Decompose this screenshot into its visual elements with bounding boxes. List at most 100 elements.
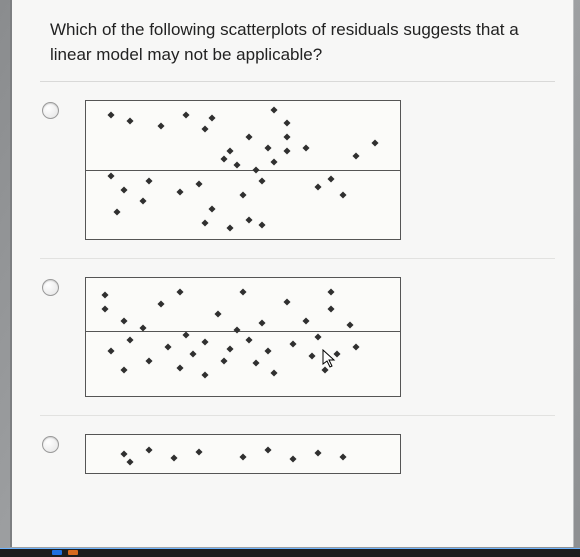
plot-b-wrap — [85, 273, 549, 401]
data-point — [340, 454, 347, 461]
data-point — [327, 289, 334, 296]
data-point — [340, 192, 347, 199]
data-point — [208, 205, 215, 212]
data-point — [258, 178, 265, 185]
data-point — [108, 112, 115, 119]
data-point — [309, 353, 316, 360]
data-point — [195, 181, 202, 188]
data-point — [327, 305, 334, 312]
data-point — [145, 446, 152, 453]
data-point — [183, 331, 190, 338]
data-point — [139, 197, 146, 204]
data-point — [120, 451, 127, 458]
data-point — [126, 117, 133, 124]
data-point — [239, 453, 246, 460]
data-point — [334, 350, 341, 357]
data-point — [246, 336, 253, 343]
data-point — [271, 106, 278, 113]
data-point — [208, 114, 215, 121]
data-point — [101, 291, 108, 298]
data-point — [265, 145, 272, 152]
residual-plot-c — [85, 434, 401, 474]
option-a[interactable] — [40, 82, 555, 259]
data-point — [126, 458, 133, 465]
data-point — [315, 449, 322, 456]
data-point — [120, 317, 127, 324]
taskbar-icon — [52, 550, 62, 555]
zero-axis — [86, 170, 400, 171]
data-point — [290, 341, 297, 348]
zero-axis — [86, 331, 400, 332]
data-point — [327, 175, 334, 182]
radio-c[interactable] — [42, 436, 59, 453]
data-point — [164, 343, 171, 350]
data-point — [183, 112, 190, 119]
data-point — [195, 448, 202, 455]
data-point — [202, 125, 209, 132]
data-point — [246, 216, 253, 223]
data-point — [202, 219, 209, 226]
data-point — [108, 172, 115, 179]
data-point — [158, 301, 165, 308]
data-point — [252, 360, 259, 367]
data-point — [227, 147, 234, 154]
data-point — [227, 346, 234, 353]
data-point — [221, 156, 228, 163]
data-point — [346, 322, 353, 329]
radio-a[interactable] — [42, 102, 59, 119]
data-point — [352, 343, 359, 350]
data-point — [177, 289, 184, 296]
data-point — [371, 139, 378, 146]
plot-c-wrap — [85, 430, 549, 478]
data-point — [233, 161, 240, 168]
data-point — [302, 145, 309, 152]
data-point — [258, 222, 265, 229]
data-point — [321, 367, 328, 374]
data-point — [252, 167, 259, 174]
data-point — [170, 455, 177, 462]
data-point — [139, 324, 146, 331]
data-point — [290, 455, 297, 462]
option-c[interactable] — [40, 416, 555, 492]
residual-plot-b — [85, 277, 401, 397]
data-point — [145, 178, 152, 185]
question-sheet: Which of the following scatterplots of r… — [10, 0, 574, 547]
data-point — [352, 153, 359, 160]
data-point — [271, 369, 278, 376]
data-point — [177, 189, 184, 196]
data-point — [108, 348, 115, 355]
data-point — [158, 123, 165, 130]
data-point — [101, 305, 108, 312]
taskbar-icon — [68, 550, 78, 555]
residual-plot-a — [85, 100, 401, 240]
question-text: Which of the following scatterplots of r… — [40, 0, 555, 82]
data-point — [126, 336, 133, 343]
data-point — [315, 183, 322, 190]
data-point — [214, 310, 221, 317]
data-point — [120, 367, 127, 374]
data-point — [202, 371, 209, 378]
data-point — [283, 298, 290, 305]
data-point — [120, 186, 127, 193]
data-point — [202, 338, 209, 345]
taskbar — [0, 548, 580, 557]
data-point — [265, 348, 272, 355]
data-point — [283, 134, 290, 141]
data-point — [189, 350, 196, 357]
data-point — [283, 147, 290, 154]
data-point — [239, 289, 246, 296]
device-frame: Which of the following scatterplots of r… — [0, 0, 580, 557]
data-point — [114, 208, 121, 215]
plot-a-wrap — [85, 96, 549, 244]
data-point — [239, 192, 246, 199]
data-point — [283, 120, 290, 127]
radio-b[interactable] — [42, 279, 59, 296]
data-point — [221, 357, 228, 364]
data-point — [258, 320, 265, 327]
data-point — [315, 334, 322, 341]
data-point — [177, 364, 184, 371]
data-point — [246, 134, 253, 141]
data-point — [227, 225, 234, 232]
option-b[interactable] — [40, 259, 555, 416]
data-point — [265, 447, 272, 454]
